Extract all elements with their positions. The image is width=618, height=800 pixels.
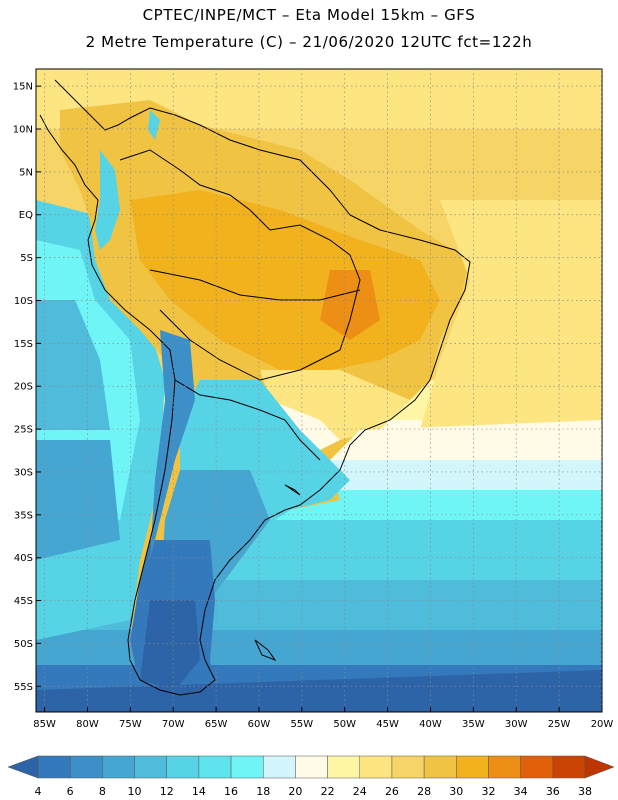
- lat-label: 55S: [14, 682, 33, 693]
- lat-label: 15N: [13, 82, 33, 93]
- lon-label: 60W: [248, 719, 271, 730]
- colorbar-segment: [166, 755, 200, 779]
- lat-label: 5N: [19, 167, 33, 178]
- lat-label: EQ: [19, 210, 33, 221]
- colorbar-segment: [69, 755, 103, 779]
- colorbar-label: 36: [546, 785, 560, 798]
- colorbar-label: 32: [481, 785, 495, 798]
- lat-label: 25S: [14, 425, 33, 436]
- colorbar-arrow-left: [7, 755, 39, 779]
- colorbar-segment: [552, 755, 586, 779]
- lon-label: 65W: [205, 719, 228, 730]
- colorbar-label: 14: [192, 785, 206, 798]
- colorbar-segment: [359, 755, 393, 779]
- colorbar-segment: [134, 755, 167, 779]
- colorbar-label: 22: [321, 785, 335, 798]
- lon-label: 50W: [333, 719, 356, 730]
- colorbar-segment: [391, 755, 425, 779]
- lat-label: 40S: [14, 553, 33, 564]
- colorbar-label: 24: [353, 785, 367, 798]
- colorbar-segment: [102, 755, 135, 779]
- colorbar-label: 30: [449, 785, 463, 798]
- lat-label: 30S: [14, 467, 33, 478]
- colorbar-label: 4: [35, 785, 42, 798]
- lat-label: 20S: [14, 382, 33, 393]
- lat-label: 50S: [14, 639, 33, 650]
- colorbar-arrow-right: [584, 755, 615, 779]
- lon-label: 40W: [419, 719, 442, 730]
- colorbar-segment: [456, 755, 489, 779]
- colorbar-label: 18: [256, 785, 270, 798]
- colorbar-label: 12: [160, 785, 174, 798]
- latitude-labels: 15N 10N 5N EQ 5S 10S 15S 20S 25S 30S 35S 40S 45S 50S 5…: [13, 82, 41, 693]
- lon-label: 30W: [505, 719, 528, 730]
- lon-label: 70W: [162, 719, 185, 730]
- lat-label: 10S: [14, 296, 33, 307]
- colorbar: 4 6 8 10 12 14 16 18 20 22 24 26 28 30 32 34 36 38: [7, 755, 615, 798]
- colorbar-label: 38: [578, 785, 592, 798]
- graticule: [36, 69, 602, 712]
- title-line-1: CPTEC/INPE/MCT – Eta Model 15km – GFS: [142, 6, 476, 24]
- lat-label: 10N: [13, 125, 33, 136]
- colorbar-segment: [520, 755, 554, 779]
- colorbar-label: 26: [385, 785, 399, 798]
- lon-label: 45W: [376, 719, 399, 730]
- lon-label: 85W: [33, 719, 56, 730]
- lon-label: 35W: [462, 719, 485, 730]
- colorbar-segment: [327, 755, 361, 779]
- colorbar-label: 28: [417, 785, 431, 798]
- lat-label: 15S: [14, 339, 33, 350]
- lon-label: 80W: [76, 719, 99, 730]
- colorbar-segment: [37, 755, 71, 779]
- colorbar-segment: [295, 755, 328, 779]
- colorbar-segment: [423, 755, 457, 779]
- colorbar-segment: [488, 755, 521, 779]
- lat-label: 5S: [20, 253, 33, 264]
- lon-label: 75W: [119, 719, 142, 730]
- coastline: [39, 79, 471, 696]
- lat-label: 45S: [14, 596, 33, 607]
- colorbar-label: 8: [99, 785, 106, 798]
- temperature-field: [36, 69, 602, 712]
- colorbar-segment: [198, 755, 232, 779]
- colorbar-label: 20: [288, 785, 302, 798]
- lon-label: 20W: [591, 719, 614, 730]
- lon-label: 55W: [291, 719, 314, 730]
- colorbar-segment: [262, 755, 296, 779]
- colorbar-segment: [230, 755, 264, 779]
- colorbar-label: 34: [514, 785, 528, 798]
- colorbar-label: 10: [128, 785, 142, 798]
- colorbar-label: 6: [67, 785, 74, 798]
- lon-label: 25W: [548, 719, 571, 730]
- colorbar-label: 16: [224, 785, 238, 798]
- title-line-2: 2 Metre Temperature (C) – 21/06/2020 12U…: [85, 33, 533, 51]
- map-frame: [35, 68, 603, 713]
- lat-label: 35S: [14, 510, 33, 521]
- longitude-labels: 85W 80W 75W 70W 65W 60W 55W 50W 45W 40W 35W 30W 25W 2…: [33, 707, 613, 730]
